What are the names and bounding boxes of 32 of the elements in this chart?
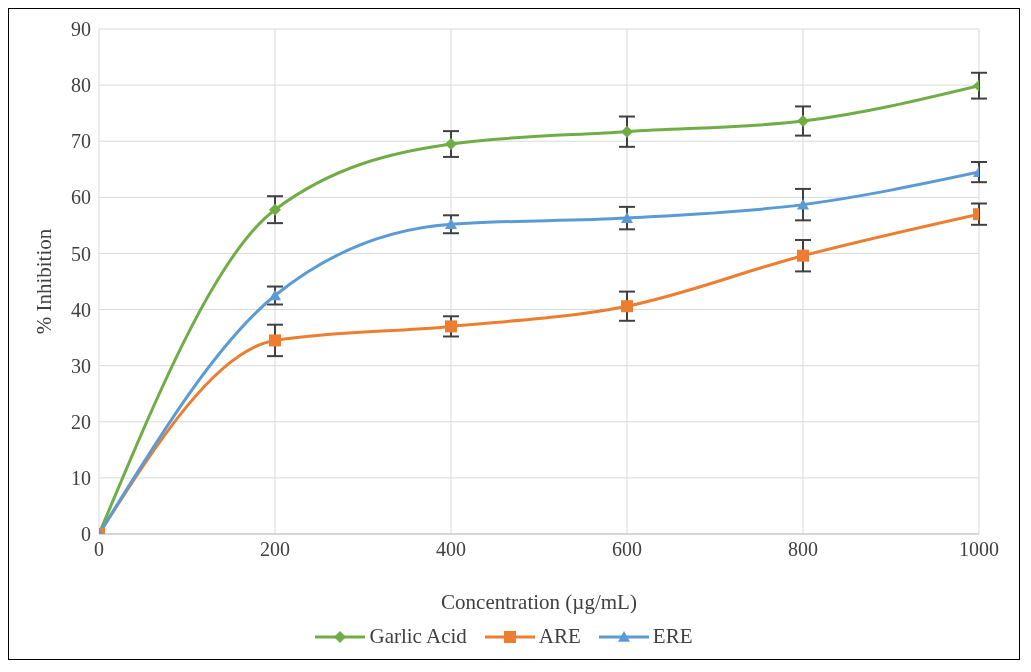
point [797, 249, 809, 262]
y-tick-label: 90 [71, 18, 91, 41]
point [269, 203, 281, 216]
x-tick-label: 600 [612, 538, 642, 561]
point [445, 218, 457, 230]
point [269, 289, 281, 301]
x-tick-label: 200 [260, 538, 290, 561]
legend-label: ARE [537, 624, 581, 649]
y-tick-label: 10 [71, 466, 91, 489]
point [445, 138, 457, 151]
point [797, 198, 809, 210]
point [621, 212, 633, 223]
y-tick-label: 20 [71, 410, 91, 433]
y-tick-label: 30 [71, 354, 91, 377]
point [445, 320, 457, 333]
point [269, 334, 281, 347]
legend-label: Garlic Acid [368, 624, 467, 649]
x-tick-label: 800 [788, 538, 818, 561]
y-tick-label: 70 [71, 130, 91, 153]
y-tick-label: 60 [71, 186, 91, 209]
y-tick-label: 80 [71, 74, 91, 97]
point [621, 300, 633, 313]
x-tick-label: 1000 [959, 538, 999, 561]
x-tick-label: 400 [436, 538, 466, 561]
y-axis-title: % Inhibition [32, 228, 57, 335]
legend-label: ERE [651, 624, 693, 649]
point [797, 115, 809, 128]
x-axis-title: Concentration (µg/mL) [441, 590, 637, 614]
y-tick-label: 50 [71, 242, 91, 265]
y-tick-label: 40 [71, 298, 91, 321]
y-tick-label: 0 [81, 523, 91, 546]
point [621, 125, 633, 138]
